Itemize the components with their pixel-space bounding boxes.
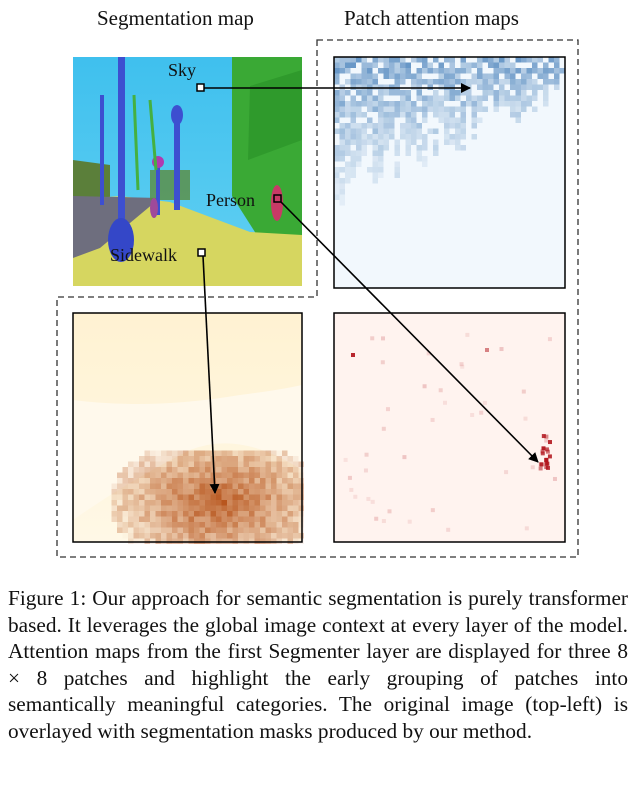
sidewalk-label: Sidewalk bbox=[110, 245, 177, 265]
person-label: Person bbox=[206, 190, 255, 210]
sidewalk-patch-marker bbox=[197, 248, 206, 257]
person-patch-marker bbox=[273, 194, 282, 203]
sidewalk-arrow bbox=[202, 255, 220, 494]
sky-patch-marker bbox=[196, 83, 205, 92]
sidewalk-attention-map bbox=[72, 312, 304, 544]
person-arrow bbox=[280, 201, 539, 463]
caption-text: Figure 1: Our approach for semantic segm… bbox=[8, 586, 628, 743]
segmentation-map-header: Segmentation map bbox=[97, 6, 254, 30]
sky-label: Sky bbox=[168, 60, 196, 80]
figure-panels: Sky Person Sidewalk bbox=[56, 39, 579, 558]
attention-group-outline bbox=[56, 39, 579, 558]
patch-attention-header: Patch attention maps bbox=[344, 6, 519, 30]
sky-attention-map bbox=[333, 56, 566, 289]
figure-caption: Figure 1: Our approach for semantic segm… bbox=[8, 585, 628, 744]
person-attention-map bbox=[333, 312, 566, 543]
segmentation-image bbox=[73, 57, 302, 286]
